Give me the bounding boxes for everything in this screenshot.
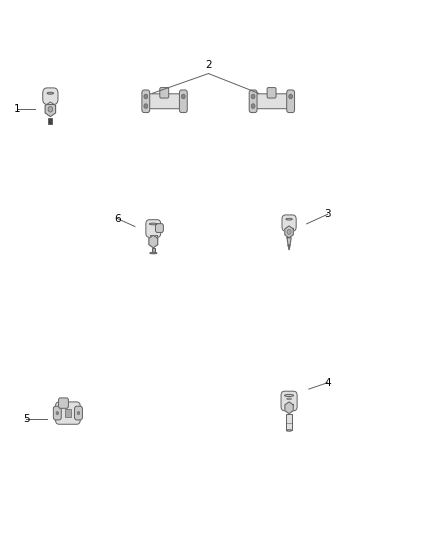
Polygon shape bbox=[45, 102, 56, 117]
Bar bbox=[65, 409, 71, 417]
Circle shape bbox=[251, 104, 255, 108]
Circle shape bbox=[251, 94, 255, 99]
Ellipse shape bbox=[285, 394, 293, 397]
Text: 4: 4 bbox=[324, 378, 331, 387]
FancyBboxPatch shape bbox=[252, 94, 291, 109]
FancyBboxPatch shape bbox=[267, 87, 276, 98]
FancyBboxPatch shape bbox=[53, 406, 61, 420]
Text: 3: 3 bbox=[324, 209, 331, 219]
FancyBboxPatch shape bbox=[59, 398, 68, 408]
Polygon shape bbox=[149, 236, 158, 248]
FancyBboxPatch shape bbox=[146, 220, 161, 237]
Bar bbox=[286, 414, 292, 431]
FancyBboxPatch shape bbox=[74, 406, 82, 420]
Circle shape bbox=[289, 94, 293, 99]
Circle shape bbox=[48, 107, 53, 112]
Circle shape bbox=[144, 104, 148, 108]
Circle shape bbox=[181, 94, 185, 99]
Ellipse shape bbox=[47, 92, 53, 94]
Circle shape bbox=[144, 94, 148, 99]
Polygon shape bbox=[287, 238, 291, 245]
FancyBboxPatch shape bbox=[155, 224, 163, 232]
Polygon shape bbox=[285, 402, 293, 414]
Bar bbox=[48, 118, 53, 124]
Ellipse shape bbox=[149, 223, 157, 225]
FancyBboxPatch shape bbox=[145, 94, 184, 109]
Polygon shape bbox=[285, 226, 293, 238]
FancyBboxPatch shape bbox=[282, 215, 296, 231]
FancyBboxPatch shape bbox=[43, 88, 58, 104]
Ellipse shape bbox=[286, 219, 292, 220]
FancyBboxPatch shape bbox=[287, 90, 295, 112]
Text: 2: 2 bbox=[205, 60, 212, 70]
Ellipse shape bbox=[150, 253, 157, 254]
FancyBboxPatch shape bbox=[249, 90, 257, 112]
Bar bbox=[152, 248, 155, 253]
FancyBboxPatch shape bbox=[160, 87, 169, 98]
Circle shape bbox=[77, 411, 80, 415]
Text: 6: 6 bbox=[114, 214, 121, 223]
FancyBboxPatch shape bbox=[281, 391, 297, 411]
Ellipse shape bbox=[286, 430, 292, 431]
Bar bbox=[48, 99, 53, 102]
FancyBboxPatch shape bbox=[142, 90, 150, 112]
Circle shape bbox=[287, 229, 291, 235]
Text: 1: 1 bbox=[13, 104, 20, 114]
FancyBboxPatch shape bbox=[180, 90, 187, 112]
Circle shape bbox=[56, 411, 59, 415]
FancyBboxPatch shape bbox=[56, 402, 80, 424]
Polygon shape bbox=[288, 245, 290, 250]
Text: 5: 5 bbox=[23, 415, 30, 424]
Ellipse shape bbox=[286, 398, 292, 400]
Bar bbox=[150, 235, 157, 241]
